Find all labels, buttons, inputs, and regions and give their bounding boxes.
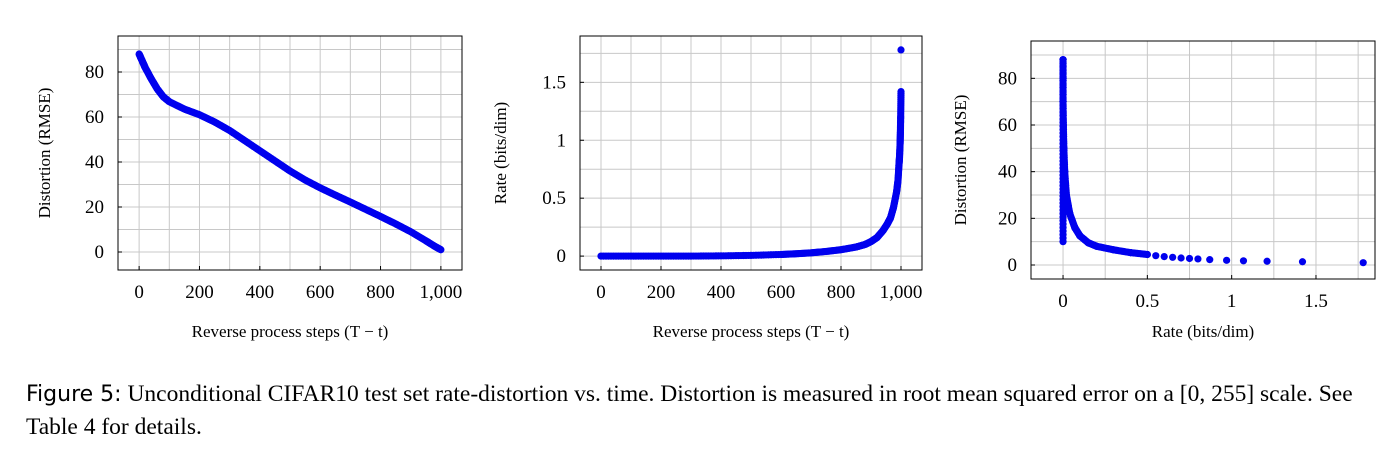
data-point xyxy=(437,246,445,254)
y-tick-label: 20 xyxy=(998,208,1017,229)
plot-frame xyxy=(579,35,923,271)
y-tick-label: 1 xyxy=(557,130,567,151)
data-point xyxy=(1194,255,1202,263)
y-tick-label: 0 xyxy=(95,242,105,263)
y-tick-label: 0 xyxy=(1008,255,1018,276)
data-point xyxy=(1152,252,1160,260)
y-tick-label: 20 xyxy=(85,197,104,218)
data-point xyxy=(897,88,905,96)
y-tick-label: 60 xyxy=(85,107,104,128)
x-axis-label: Reverse process steps (T − t) xyxy=(653,322,850,341)
x-tick-label: 0 xyxy=(596,282,606,303)
x-tick-label: 200 xyxy=(647,282,676,303)
x-tick-label: 600 xyxy=(767,282,796,303)
x-tick-label: 800 xyxy=(366,282,395,303)
data-point xyxy=(1177,254,1185,262)
x-tick-label: 1.5 xyxy=(1304,291,1328,312)
x-axis-label: Rate (bits/dim) xyxy=(1152,322,1254,341)
data-point xyxy=(1298,258,1307,266)
x-tick-label: 0 xyxy=(1058,291,1068,312)
y-tick-label: 40 xyxy=(998,162,1017,183)
series-1 xyxy=(597,46,905,260)
y-axis-label: Distortion (RMSE) xyxy=(35,88,54,219)
caption-label: Figure 5: xyxy=(26,382,122,407)
data-point xyxy=(1263,257,1271,265)
x-tick-label: 0.5 xyxy=(1135,291,1159,312)
data-point xyxy=(1143,250,1151,259)
x-tick-label: 800 xyxy=(827,282,856,303)
data-point xyxy=(1169,253,1177,261)
x-tick-label: 1,000 xyxy=(420,282,463,303)
figure-caption: Figure 5: Unconditional CIFAR10 test set… xyxy=(26,378,1392,443)
y-tick-label: 1.5 xyxy=(542,72,566,93)
y-tick-label: 80 xyxy=(998,68,1017,89)
plot-frame xyxy=(117,35,463,271)
x-tick-label: 0 xyxy=(134,282,144,303)
chart-1: 0 200 400 600 800 1,000 0 20 40 60 80 Reverse proce… xyxy=(35,35,463,341)
data-point xyxy=(1223,256,1231,264)
y-tick-label: 0.5 xyxy=(542,188,566,209)
y-tick-label: 60 xyxy=(998,115,1017,136)
data-point xyxy=(1185,254,1194,263)
x-tick-label: 1 xyxy=(1227,291,1237,312)
data-point xyxy=(1160,253,1168,261)
y-tick-label: 40 xyxy=(85,152,104,173)
x-axis-label: Reverse process steps (T − t) xyxy=(192,322,389,341)
y-axis-label: Rate (bits/dim) xyxy=(491,102,510,204)
y-tick-label: 80 xyxy=(85,62,104,83)
series-1 xyxy=(135,50,445,254)
x-tick-label: 1,000 xyxy=(880,282,923,303)
x-tick-label: 600 xyxy=(306,282,335,303)
plot-frame xyxy=(1030,40,1376,280)
caption-text: Unconditional CIFAR10 test set rate-dist… xyxy=(26,381,1353,440)
series-1 xyxy=(1059,56,1367,267)
x-tick-label: 400 xyxy=(246,282,275,303)
x-tick-label: 400 xyxy=(707,282,736,303)
data-point xyxy=(897,46,905,54)
data-point xyxy=(1239,257,1248,265)
y-axis-label: Distortion (RMSE) xyxy=(951,95,970,226)
data-point xyxy=(1206,256,1214,264)
chart-2: 0 200 400 600 800 1,000 0 0.5 1 1.5 Reverse proces… xyxy=(491,35,923,341)
y-tick-label: 0 xyxy=(557,246,567,267)
x-tick-label: 200 xyxy=(185,282,214,303)
data-point xyxy=(1359,259,1367,267)
chart-3: 0 0.5 1 1.5 0 20 40 60 80 Rate (bits/dim) Distorti… xyxy=(951,40,1376,341)
